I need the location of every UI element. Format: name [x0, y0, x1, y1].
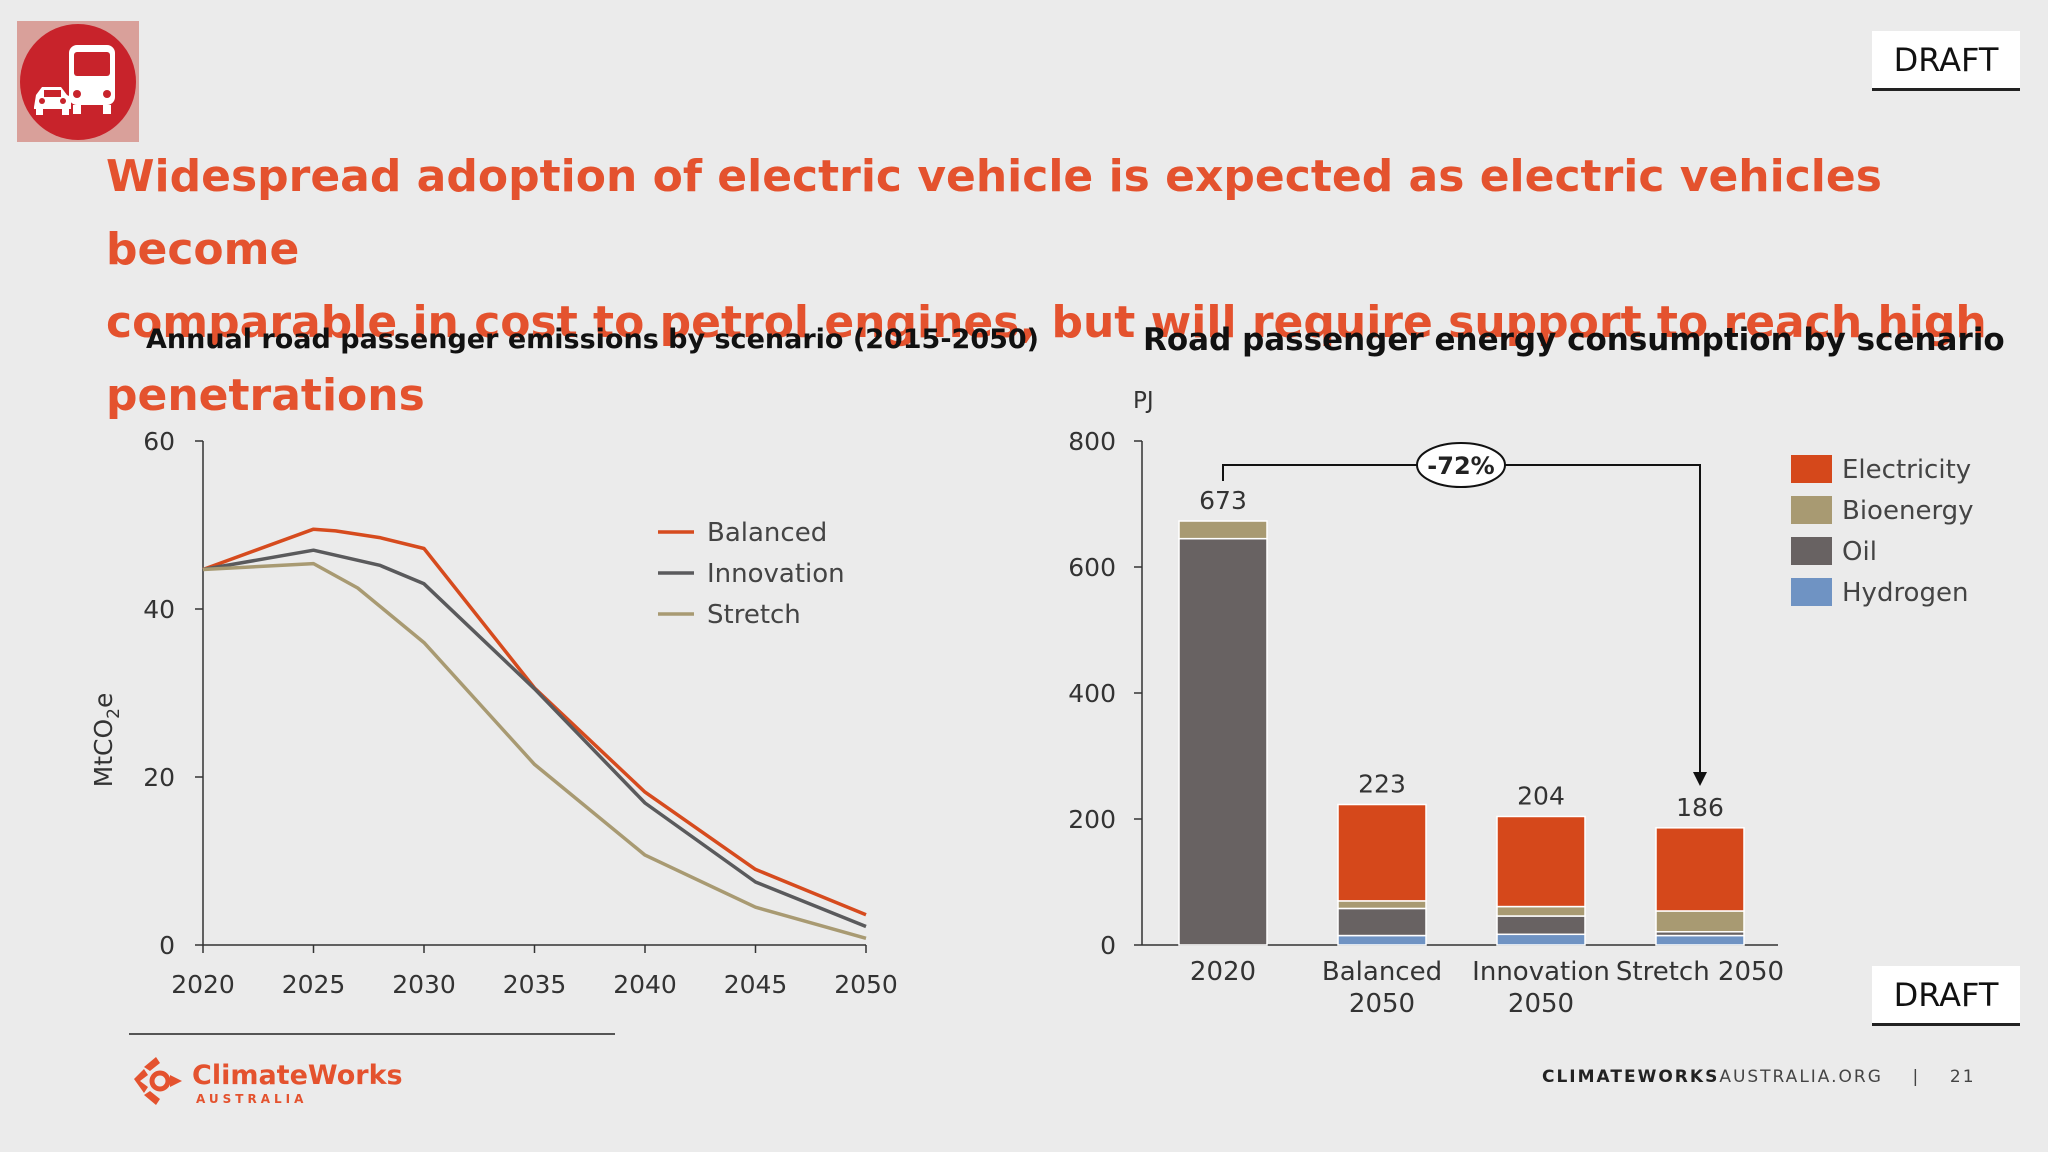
climateworks-logo-icon	[134, 1057, 182, 1105]
bar-total-label: 673	[1199, 486, 1247, 515]
footer-site-bold: CLIMATEWORKS	[1542, 1067, 1720, 1087]
x-tick-label: 2050	[834, 970, 898, 999]
bar-total-label: 223	[1358, 770, 1406, 799]
bar-segment-bioenergy	[1655, 910, 1745, 933]
bar-segment-bioenergy	[1496, 905, 1586, 917]
y-tick-label: 0	[1100, 931, 1116, 960]
footer-divider	[129, 1033, 615, 1035]
bar-total-label: 204	[1517, 781, 1565, 810]
bar-segment-electricity	[1337, 803, 1427, 902]
y-axis-label: MtCO2e	[89, 693, 124, 788]
series-line-balanced	[202, 527, 867, 917]
legend-label-stretch: Stretch	[707, 600, 801, 630]
y-tick-label: 40	[143, 595, 175, 624]
legend-swatch-oil	[1791, 537, 1832, 565]
category-label: 2050	[1349, 989, 1415, 1019]
legend-label-balanced: Balanced	[707, 518, 827, 548]
y-tick-label: 400	[1068, 679, 1116, 708]
climateworks-brand-sub: AUSTRALIA	[196, 1092, 308, 1106]
transport-logo	[17, 21, 139, 142]
bar-segment-electricity	[1496, 815, 1586, 908]
headline-line-2: comparable in cost to petrol engines, bu…	[106, 297, 1987, 421]
footer-site-rest: AUSTRALIA.ORG	[1719, 1067, 1883, 1087]
category-label: 2020	[1190, 957, 1256, 987]
x-tick-label: 2025	[282, 970, 346, 999]
y-tick-label: 20	[143, 763, 175, 792]
legend-label-hydrogen: Hydrogen	[1842, 578, 1968, 608]
draft-badge-bottom: DRAFT	[1872, 966, 2020, 1026]
unit-label: PJ	[1133, 388, 1154, 414]
legend-swatch-hydrogen	[1791, 578, 1832, 606]
legend-label-bioenergy: Bioenergy	[1842, 496, 1974, 526]
climateworks-brand-name: ClimateWorks	[192, 1060, 403, 1091]
bar-segment-oil	[1337, 907, 1427, 937]
bar-segment-hydrogen	[1337, 934, 1427, 946]
bar-segment-electricity	[1655, 827, 1745, 912]
category-label: 2050	[1508, 989, 1574, 1019]
x-tick-label: 2020	[171, 970, 235, 999]
y-tick-label: 0	[159, 931, 175, 960]
reduction-bracket	[1222, 464, 1701, 778]
bar-segment-oil	[1178, 537, 1268, 946]
draft-badge-top: DRAFT	[1872, 31, 2020, 91]
legend-swatch-electricity	[1791, 455, 1832, 483]
bar-segment-bioenergy	[1337, 900, 1427, 910]
category-label: Stretch 2050	[1616, 957, 1784, 987]
bar-total-label: 186	[1676, 793, 1724, 822]
headline-line-1: Widespread adoption of electric vehicle …	[106, 151, 1882, 275]
x-tick-label: 2035	[503, 970, 567, 999]
bar-segment-hydrogen	[1655, 934, 1745, 946]
reduction-callout-label: -72%	[1427, 452, 1494, 480]
footer-site-and-page: CLIMATEWORKSAUSTRALIA.ORG | 21	[1542, 1067, 1976, 1087]
legend-swatch-bioenergy	[1791, 496, 1832, 524]
reduction-arrowhead	[1693, 772, 1707, 786]
emissions-chart-title: Annual road passenger emissions by scena…	[146, 324, 1040, 355]
page-number: 21	[1949, 1067, 1976, 1087]
legend-label-innovation: Innovation	[707, 559, 845, 589]
category-label: Balanced	[1322, 957, 1442, 987]
bar-segment-hydrogen	[1496, 933, 1586, 946]
bar-segment-bioenergy	[1178, 520, 1268, 540]
y-tick-label: 800	[1068, 427, 1116, 456]
footer-separator: |	[1912, 1067, 1921, 1087]
y-tick-label: 200	[1068, 805, 1116, 834]
car-and-bus-icon	[20, 24, 136, 140]
legend-label-electricity: Electricity	[1842, 455, 1971, 485]
x-tick-label: 2030	[392, 970, 456, 999]
x-tick-label: 2040	[613, 970, 677, 999]
y-tick-label: 600	[1068, 553, 1116, 582]
reduction-callout-bubble	[1416, 442, 1506, 488]
bar-segment-oil	[1496, 915, 1586, 936]
series-line-innovation	[202, 548, 867, 929]
legend-label-oil: Oil	[1842, 537, 1877, 567]
energy-chart-title: Road passenger energy consumption by sce…	[1143, 322, 2005, 358]
category-label: Innovation	[1472, 957, 1610, 987]
page-headline: Widespread adoption of electric vehicle …	[106, 140, 2006, 432]
y-tick-label: 60	[143, 427, 175, 456]
series-line-stretch	[202, 561, 867, 940]
x-tick-label: 2045	[724, 970, 788, 999]
